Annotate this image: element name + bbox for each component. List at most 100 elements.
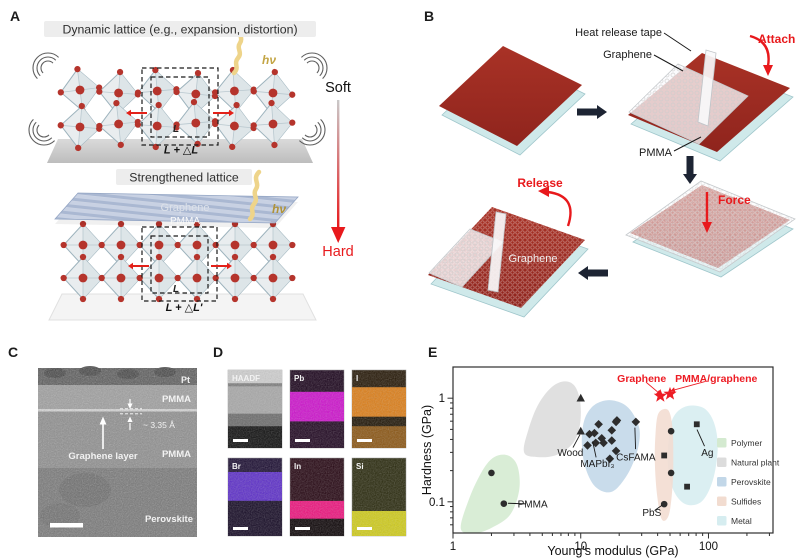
pmma-label: PMMA [639,147,673,159]
unit-cell-expansion-top: L + △L [164,145,199,157]
annotation-Graphene: Graphene [617,373,666,385]
x-tick-label: 1 [450,541,456,553]
scale-bar [50,523,83,528]
panel-e-letter: E [428,344,438,360]
panel-b-artwork [428,32,796,318]
octahedron [174,253,220,303]
data-point [607,436,617,445]
hard-label: Hard [322,244,353,260]
octahedron [212,101,257,151]
unit-cell-l-bottom: L [173,284,179,295]
interlayer-spacing-label: ~ 3.35 Å [143,420,175,430]
unit-cell-l-top: L [173,124,179,135]
panel-c-letter: C [8,344,19,360]
data-point [607,425,617,435]
legend-label: Perovskite [731,477,771,487]
x-tick-label: 100 [699,541,718,553]
annotation-Ag: Ag [701,448,713,459]
expansion-arrow [128,262,133,270]
scale-bar [357,527,372,530]
light-wave-arrow [247,169,262,222]
data-point [667,469,675,477]
data-point [612,416,622,425]
octahedron [173,98,219,148]
attach-label: Attach [758,32,795,46]
unit-cell-box [141,67,219,146]
unit-cell-box [141,226,218,302]
process-arrow [683,174,697,184]
annotation-PbS: PbS [642,508,661,519]
y-tick-label: 0.1 [429,497,445,509]
hv-label-bottom: hν [272,202,286,216]
region-polymer [460,454,520,534]
perovskite-label: Perovskite [145,514,193,525]
title-highlight [44,21,316,37]
panel-c-artwork [38,366,197,537]
scale-bar [295,439,310,442]
eds-map-label: Si [356,462,364,471]
octahedron [250,253,296,303]
substrate-slab [48,293,317,321]
legend-swatch [717,457,727,467]
hv-label-top: hν [262,53,276,67]
unit-cell-box [150,76,210,138]
graphene-layer-label: Graphene layer [68,451,137,462]
unit-cell-expansion-bottom: L + △L' [166,302,203,314]
data-point [500,500,508,507]
strengthened-lattice [60,220,296,303]
soft-hard-arrow [337,100,340,228]
data-point [594,419,603,429]
data-point [576,426,585,435]
graphene-sheet-label: Graphene [161,202,210,214]
star-data-point [653,389,667,402]
annotation-PMMA: PMMA [518,500,548,511]
process-arrow [597,105,607,119]
data-point [585,429,594,439]
graphene-on-film-label: Graphene [509,253,558,265]
panel-a-letter: A [10,8,21,24]
eds-map-HAADF: HAADF [227,369,283,449]
legend-label: Sulfides [731,497,761,507]
graphene-sheet [54,192,299,224]
measure-arrow [127,403,133,409]
panel-a-artwork [28,23,346,321]
octahedron [57,102,103,152]
tape-peel [697,49,717,127]
tape-peel [487,211,507,293]
pmma-film [439,46,582,146]
dynamic-lattice-title: Dynamic lattice (e.g., expansion, distor… [62,23,297,37]
legend-swatch [717,516,727,526]
annotation-MAPbI₃: MAPbI₃ [580,459,614,470]
axis-ticks [447,397,770,539]
vibration-arcs [28,119,55,146]
panel-d-eds-maps: HAADF Pb I Br In Si [227,369,407,537]
pt-layer-label: Pt [181,375,190,385]
data-point [599,438,608,448]
data-point [488,469,495,477]
star-data-point [663,386,677,400]
data-point [693,421,700,428]
title-highlight [116,169,252,185]
vibration-arcs [301,52,328,79]
expansion-arrow [229,109,234,117]
process-arrow [578,266,588,280]
panel-b-text: Heat release tape Graphene Attach PMMA F… [509,27,796,265]
data-point [631,417,641,427]
eds-map-label: In [294,462,301,471]
eds-map-Br: Br [227,457,283,537]
expansion-arrow [227,262,232,270]
plot-frame [452,366,774,534]
eds-map-label: I [356,374,358,383]
panel-a-text: Dynamic lattice (e.g., expansion, distor… [44,21,354,314]
y-axis-label: Hardness (GPa) [420,405,434,495]
strengthened-lattice-title: Strengthened lattice [129,171,239,185]
eds-map-label: Pb [294,374,304,383]
legend-label: Natural plant [731,458,780,468]
octahedron [174,220,220,270]
octahedron [60,220,106,270]
pmma-bottom-label: PMMA [162,449,191,460]
data-point [583,441,592,450]
octahedron [60,253,106,303]
octahedron [57,66,103,114]
